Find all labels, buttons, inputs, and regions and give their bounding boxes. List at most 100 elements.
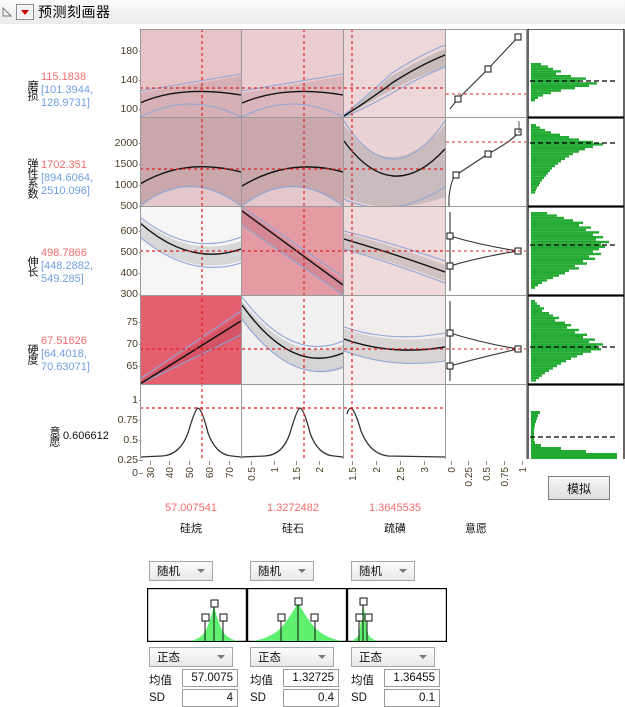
- sd-input-1[interactable]: 0.4: [283, 689, 339, 707]
- response-name: 磨损: [26, 80, 38, 100]
- x-tick-label: 50: [185, 467, 196, 479]
- y-tick-label: 500: [120, 200, 138, 212]
- x-tick-label: 2.5: [396, 467, 407, 481]
- response-ci-high: 128.9731]: [41, 96, 90, 109]
- profile-cell-modulus-silica[interactable]: [242, 118, 343, 206]
- factor-mode-select-1[interactable]: 随机: [250, 561, 314, 581]
- chevron-down-icon: [419, 655, 427, 659]
- chevron-down-icon: [298, 569, 306, 573]
- profile-cell-hardness-sulfur[interactable]: [344, 296, 445, 384]
- response-current-value[interactable]: 67.51626: [41, 334, 87, 347]
- y-tick-label: 600: [120, 225, 138, 237]
- desirability-cell-hardness[interactable]: [446, 296, 526, 384]
- profile-cell-worn-silica[interactable]: [242, 29, 343, 117]
- x-tick-label: 30: [146, 467, 157, 479]
- x-tick-label: 40: [165, 467, 176, 479]
- factor-mode-select-2[interactable]: 随机: [351, 561, 415, 581]
- factor-current-value[interactable]: 57.007541: [165, 502, 217, 514]
- profile-cell-worn-sulfur[interactable]: [344, 29, 445, 117]
- factor-mode-label: 随机: [359, 566, 382, 578]
- mean-input-0[interactable]: 57.0075: [182, 669, 238, 687]
- distribution-select-1[interactable]: 正态: [250, 647, 334, 667]
- triangle-collapse-icon[interactable]: [0, 0, 14, 24]
- sd-input-0[interactable]: 4: [182, 689, 238, 707]
- desirability-cell-worn[interactable]: [446, 29, 526, 117]
- y-tick-label: 75: [126, 316, 138, 328]
- response-ci-high: 549.285]: [41, 272, 84, 285]
- factor-mode-label: 随机: [258, 566, 281, 578]
- x-tick-mark: [424, 461, 425, 465]
- response-current-value[interactable]: 115.1838: [41, 70, 87, 83]
- red-triangle-menu-icon[interactable]: [16, 4, 34, 20]
- x-tick-label: 2: [315, 467, 326, 473]
- response-label-0: 磨损 115.1838 [101.3944, 128.9731]: [0, 46, 140, 134]
- x-tick-label: 70: [225, 467, 236, 479]
- distribution-select-2[interactable]: 正态: [351, 647, 435, 667]
- response-current-value[interactable]: 498.7866: [41, 246, 87, 259]
- x-tick-label: 0.5: [482, 467, 493, 481]
- profile-cell-modulus-sulfur[interactable]: [344, 118, 445, 208]
- x-tick-label: 1: [518, 467, 529, 473]
- factor-name: 硅石: [282, 523, 304, 535]
- sd-input-2[interactable]: 0.1: [384, 689, 440, 707]
- response-current-value[interactable]: 0.606612: [63, 429, 109, 442]
- y-tick-label: 2000: [114, 137, 138, 149]
- y-tick-label: 0.5: [123, 434, 138, 446]
- sim-histogram-modulus: [527, 117, 625, 207]
- response-ci-low: [894.6064,: [41, 171, 93, 184]
- x-tick-mark: [468, 461, 469, 465]
- factor-mode-select-0[interactable]: 随机: [149, 561, 213, 581]
- desirability-profile-sulfur[interactable]: [344, 385, 445, 459]
- profile-cell-hardness-silica[interactable]: [242, 296, 343, 384]
- response-ci-low: [448.2882,: [41, 259, 93, 272]
- y-tick-label: 500: [120, 246, 138, 258]
- x-tick-mark: [251, 461, 252, 465]
- response-name: 硬度: [26, 344, 38, 364]
- response-current-value[interactable]: 1702.351: [41, 158, 87, 171]
- grid-separators: [140, 29, 527, 459]
- response-ci-low: [64.4018,: [41, 347, 87, 360]
- y-tick-label: 300: [120, 288, 138, 300]
- distribution-select-0[interactable]: 正态: [149, 647, 233, 667]
- y-tick-label: 65: [126, 360, 138, 372]
- profiler-plot-grid[interactable]: [140, 29, 625, 459]
- distribution-label: 正态: [359, 652, 382, 664]
- x-tick-mark: [274, 461, 275, 465]
- x-tick-label: 1.5: [348, 467, 359, 481]
- response-label-1: 弹性系数 1702.351 [894.6064, 2510.096]: [0, 134, 140, 222]
- factor-current-value[interactable]: 1.3272482: [267, 502, 319, 514]
- desirability-cell-elong[interactable]: [446, 207, 526, 295]
- x-tick-mark: [169, 461, 170, 465]
- chevron-down-icon: [399, 569, 407, 573]
- response-ci-low: [101.3944,: [41, 83, 93, 96]
- desirability-cell-modulus[interactable]: [446, 118, 526, 206]
- y-tick-label: 400: [120, 267, 138, 279]
- desirability-profile-silane[interactable]: [140, 385, 241, 459]
- profile-cell-hardness-silane[interactable]: [140, 296, 241, 384]
- x-tick-mark: [150, 461, 151, 465]
- profile-cell-modulus-silane[interactable]: [140, 118, 241, 206]
- sim-histogram-desirability: [527, 384, 625, 459]
- response-name: 伸长: [26, 256, 38, 276]
- response-label-2: 伸长 498.7866 [448.2882, 549.285]: [0, 222, 140, 310]
- x-tick-label: 1: [270, 467, 281, 473]
- response-ci-high: 70.63071]: [41, 360, 90, 373]
- mean-input-2[interactable]: 1.36455: [384, 669, 440, 687]
- x-tick-label: 1.5: [292, 467, 303, 481]
- mean-input-1[interactable]: 1.32725: [283, 669, 339, 687]
- x-tick-mark: [229, 461, 230, 465]
- factor-name: 疏磺: [384, 523, 406, 535]
- mean-label-2: 均值: [351, 675, 374, 687]
- response-name: 意愿: [48, 426, 60, 446]
- x-tick-mark: [486, 461, 487, 465]
- profile-cell-worn-silane[interactable]: [140, 29, 241, 117]
- x-tick-mark: [522, 461, 523, 465]
- y-tick-label: 100: [120, 103, 138, 115]
- x-tick-mark: [376, 461, 377, 465]
- desirability-profile-silica[interactable]: [242, 385, 343, 459]
- factor-current-value[interactable]: 1.3645535: [369, 502, 421, 514]
- response-label-4: 意愿 0.606612: [0, 398, 140, 474]
- desirability-cell-blank: [446, 385, 526, 459]
- simulate-button[interactable]: 模拟: [548, 476, 610, 500]
- distribution-preview-strip[interactable]: [147, 588, 447, 642]
